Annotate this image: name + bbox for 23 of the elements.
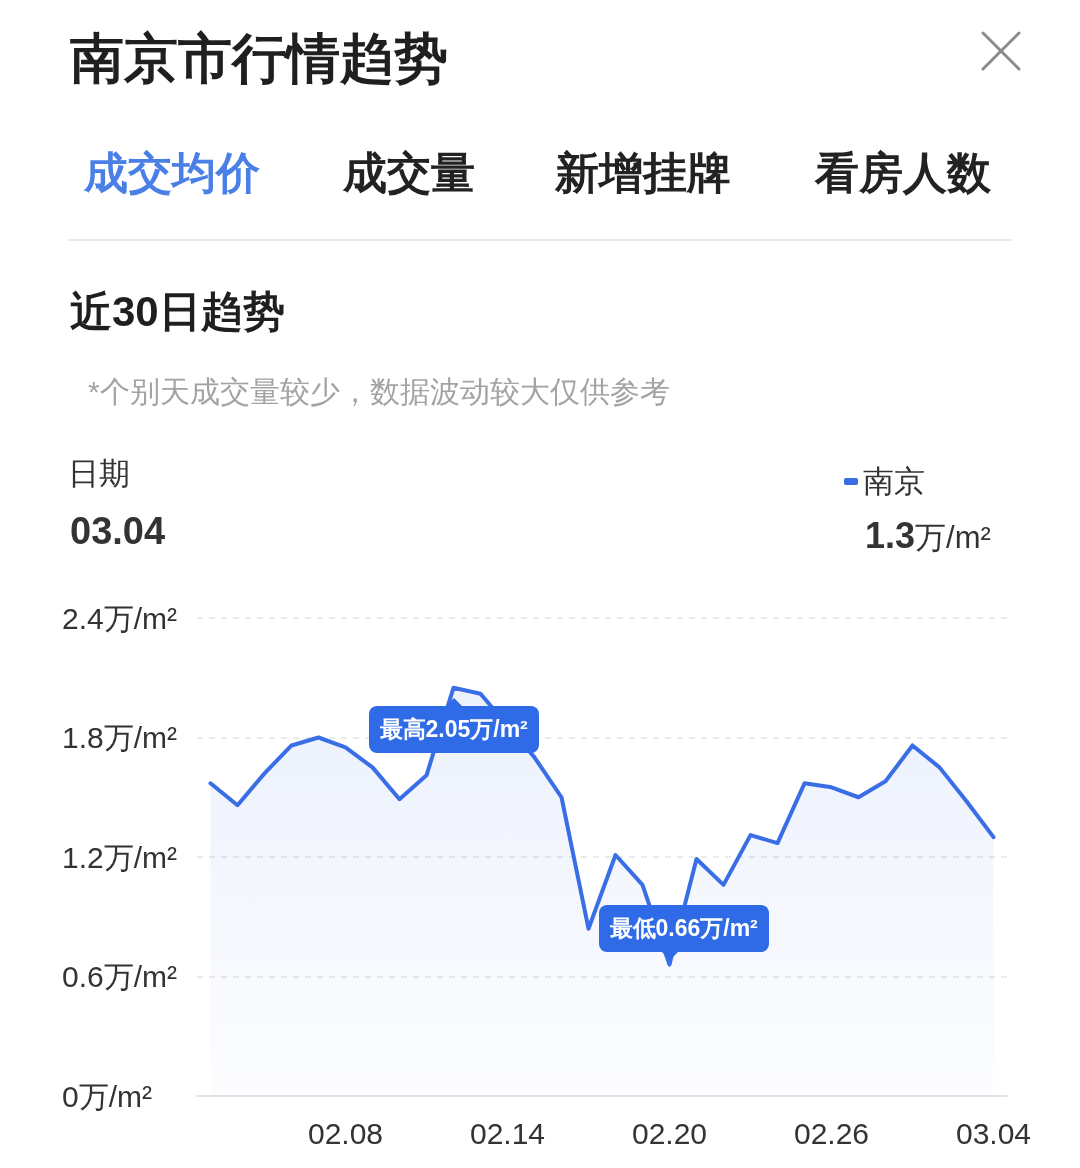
x-tick-label: 02.08 [307, 1116, 384, 1150]
text: 03.04 [70, 510, 166, 552]
y-tick-label: 0万/m² [62, 1079, 153, 1113]
callout: 最高2.05万/m² [368, 697, 539, 753]
legend-label: 南京 [863, 464, 925, 499]
x-tick-label: 03.04 [955, 1116, 1032, 1150]
text: 1.3万/m² [865, 514, 991, 556]
x-tick-label: 02.20 [631, 1116, 708, 1150]
x-tick-label: 02.14 [469, 1116, 546, 1150]
text: 日期 [68, 455, 130, 491]
y-tick-label: 1.2万/m² [62, 840, 178, 874]
x-tick-label: 02.26 [793, 1116, 870, 1150]
y-tick-label: 2.4万/m² [62, 601, 178, 635]
text: *个别天成交量较少，数据波动较大仅供参考 [88, 375, 670, 408]
text: 成交量 [343, 148, 475, 197]
callout: 最低0.66万/m² [598, 904, 769, 960]
y-tick-label: 1.8万/m² [62, 721, 178, 754]
text: 新增挂牌 [555, 148, 731, 197]
y-tick-label: 0.6万/m² [62, 960, 178, 993]
text: 看房人数 [815, 148, 991, 197]
chart-title: 南京市行情趋势 [70, 28, 448, 88]
text: 成交均价 [84, 148, 260, 197]
chart-subtitle: 近30日趋势 [70, 288, 285, 335]
